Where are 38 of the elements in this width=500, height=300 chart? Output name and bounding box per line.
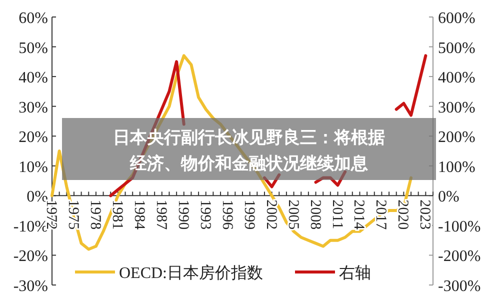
y2-tick-label: 300% [438,99,476,116]
x-tick-label: 1975 [64,200,81,230]
y2-tick-label: -100% [438,218,481,236]
x-tick-label: 1984 [130,200,147,230]
legend-label: OECD:日本房价指数 [119,264,263,282]
legend-label: 右轴 [339,264,371,282]
x-tick-label: 2020 [394,200,411,230]
y-tick-label: -30% [13,278,48,295]
x-tick-label: 1996 [218,200,235,230]
x-tick-label: 2005 [284,200,301,230]
y2-tick-label: -200% [438,248,481,266]
x-tick-label: 1987 [152,200,169,230]
x-tick-label: 1993 [196,200,213,230]
y2-tick-label: 200% [438,129,476,146]
x-tick-label: 2002 [262,200,279,230]
y-tick-label: 40% [18,70,48,87]
y2-tick-label: -300% [438,278,481,295]
y2-tick-label: 600% [438,10,476,27]
x-tick-label: 2008 [306,200,323,230]
x-tick-label: 1990 [174,200,191,230]
y-tick-label: -20% [13,248,48,266]
x-tick-label: 2023 [416,200,433,230]
y-tick-label: 50% [18,40,48,57]
y-tick-label: 0% [26,188,48,206]
x-tick-label: 1981 [108,200,125,230]
x-tick-label: 2011 [328,200,345,230]
y2-tick-label: 500% [438,40,476,57]
x-tick-label: 1978 [86,200,103,230]
y-tick-label: 60% [18,10,48,27]
y-tick-label: 10% [18,158,48,176]
y-tick-label: 20% [18,129,48,146]
x-tick-label: 2017 [372,200,389,230]
y2-tick-label: 400% [438,70,476,87]
y2-tick-label: 100% [438,158,476,176]
x-tick-label: 1999 [240,200,257,230]
x-tick-label: 2014 [350,200,367,230]
y2-tick-label: 0% [438,188,460,206]
y-tick-label: 30% [18,99,48,116]
